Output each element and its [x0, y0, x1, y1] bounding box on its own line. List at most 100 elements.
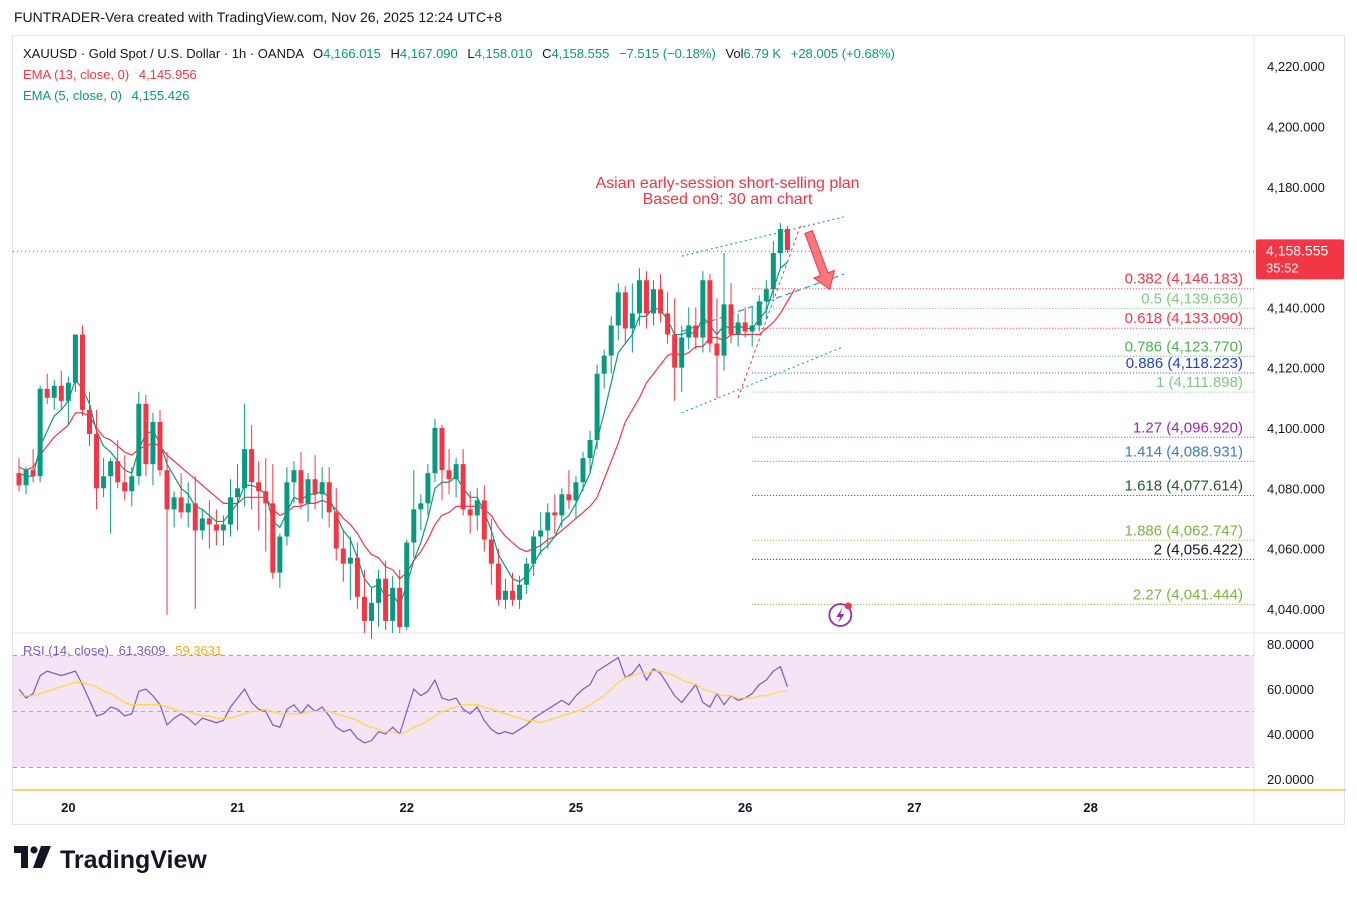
candle-body — [235, 488, 241, 498]
ema13-legend[interactable]: EMA (13, close, 0) 4,145.956 — [23, 67, 197, 82]
candle-body — [65, 382, 71, 401]
tradingview-logo[interactable]: TradingView — [14, 846, 207, 875]
candle-body — [481, 500, 487, 540]
candle-body — [58, 385, 64, 401]
candle-body — [249, 449, 255, 483]
candle-body — [37, 388, 43, 477]
candle-body — [333, 512, 339, 549]
candle-body — [291, 470, 297, 483]
candle-body — [347, 557, 353, 564]
time-tick-label: 25 — [569, 800, 583, 815]
candle-body — [185, 503, 191, 513]
candle-body — [742, 322, 748, 332]
price-tick-label: 4,220.000 — [1267, 59, 1325, 74]
candle-body — [129, 476, 135, 492]
candle-body — [192, 503, 198, 531]
rsi-ma-value: 59.3631 — [175, 643, 223, 658]
price-chart[interactable]: 4,040.000 4,060.000 4,080.000 4,100.000 4,12… — [13, 36, 1346, 826]
symbol-legend[interactable]: XAUUSD · Gold Spot / U.S. Dollar · 1h · … — [23, 46, 895, 61]
candle-body — [502, 590, 508, 600]
candle-body — [559, 494, 565, 516]
candle-body — [44, 388, 50, 398]
candle-body — [728, 304, 734, 335]
high-key: H — [390, 46, 400, 61]
ema13-label: EMA (13, close, 0) — [23, 67, 130, 82]
candle-body — [411, 509, 417, 543]
candle-body — [735, 322, 741, 335]
candle-body — [242, 449, 248, 489]
price-tag-countdown: 35:52 — [1266, 260, 1299, 275]
fib-level-label: 0.786 (4,123.770) — [1125, 338, 1243, 355]
candle-body — [425, 473, 431, 504]
candle-body — [16, 473, 22, 486]
channel-lower-line — [681, 346, 845, 414]
candle-body — [566, 494, 572, 501]
lightning-icon — [828, 603, 853, 627]
candle-body — [390, 587, 396, 621]
candle-body — [270, 503, 276, 573]
candle-body — [418, 503, 424, 510]
time-tick-label: 28 — [1083, 800, 1097, 815]
tradingview-brand: TradingView — [60, 846, 207, 874]
price-tick-label: 4,040.000 — [1267, 602, 1325, 617]
candle-body — [608, 325, 614, 356]
candle-body — [298, 470, 304, 504]
candle-body — [784, 228, 790, 251]
candle-body — [79, 334, 85, 410]
ema5-legend[interactable]: EMA (5, close, 0) 4,155.426 — [23, 88, 189, 103]
candle-body — [220, 524, 226, 531]
candle-body — [213, 524, 219, 531]
candle-body — [510, 590, 515, 600]
price-tick-label: 4,080.000 — [1267, 481, 1325, 496]
candle-body — [432, 427, 438, 474]
candle-body — [721, 304, 727, 356]
candle-body — [601, 355, 607, 374]
fib-level-label: 0.5 (4,139.636) — [1141, 290, 1243, 307]
time-tick-label: 22 — [400, 800, 414, 815]
rsi-label: RSI (14, close) — [23, 643, 109, 658]
candle-body — [552, 512, 558, 516]
price-tag — [1256, 239, 1344, 280]
candle-body — [580, 458, 586, 483]
candle-body — [340, 548, 346, 564]
ema5-value: 4,155.426 — [131, 88, 190, 103]
fib-level-label: 2 (4,056.422) — [1154, 541, 1243, 558]
candle-body — [178, 497, 184, 513]
annotation-line1: Asian early-session short-selling plan — [595, 175, 859, 192]
price-tick-label: 4,200.000 — [1267, 119, 1325, 134]
candle-body — [383, 578, 389, 621]
time-tick-label: 26 — [738, 800, 752, 815]
candle-body — [305, 479, 311, 504]
candle-body — [467, 509, 473, 516]
symbol-label[interactable]: XAUUSD · Gold Spot / U.S. Dollar · 1h · … — [23, 46, 304, 61]
candle-body — [749, 325, 755, 332]
candle-body — [23, 470, 29, 486]
fib-level-label: 0.618 (4,133.090) — [1125, 310, 1243, 327]
fib-level-label: 2.27 (4,041.444) — [1133, 587, 1243, 604]
candle-body — [643, 280, 649, 314]
candle-body — [693, 325, 699, 338]
candle-body — [439, 427, 445, 471]
candle-body — [495, 563, 501, 600]
price-tick-label: 4,140.000 — [1267, 300, 1325, 315]
candle-body — [101, 476, 107, 489]
author-line: FUNTRADER-Vera created with TradingView.… — [14, 9, 503, 25]
channel-middle-line — [681, 273, 845, 333]
chart-frame[interactable]: 4,040.000 4,060.000 4,080.000 4,100.000 4,12… — [12, 35, 1346, 826]
candle-body — [326, 482, 332, 513]
alert-dot — [844, 602, 852, 610]
candle-body — [770, 253, 776, 290]
candle-body — [150, 421, 156, 465]
candle-body — [700, 280, 706, 338]
rsi-legend[interactable]: RSI (14, close) 61.3609 59.3631 — [23, 643, 222, 658]
vol-value: 6.79 K — [743, 46, 782, 61]
candle-body — [545, 512, 551, 531]
candle-body — [108, 461, 114, 477]
price-tick-label: 4,180.000 — [1267, 180, 1325, 195]
rsi-tick-label: 40.0000 — [1267, 727, 1314, 742]
fib-anchor-line — [737, 222, 803, 398]
candle-body — [397, 587, 403, 627]
candle-body — [115, 461, 121, 483]
candle-body — [531, 536, 537, 564]
candle-body — [312, 479, 318, 495]
